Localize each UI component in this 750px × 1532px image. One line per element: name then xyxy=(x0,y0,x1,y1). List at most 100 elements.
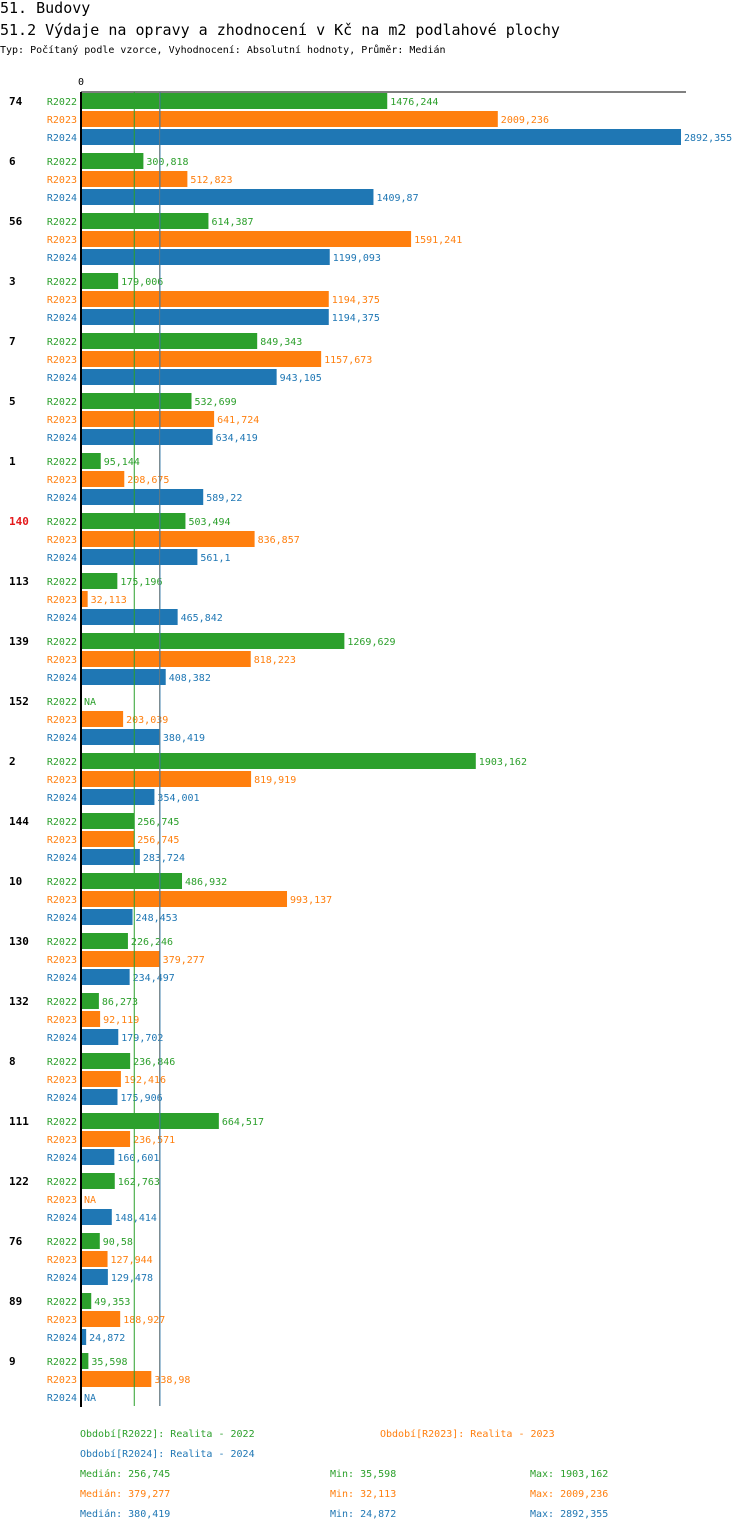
bar-value-label: 49,353 xyxy=(94,1297,130,1308)
series-label: R2024 xyxy=(47,1153,77,1164)
series-label: R2023 xyxy=(47,1015,77,1026)
bar xyxy=(81,351,322,367)
bar xyxy=(81,393,192,409)
bar xyxy=(81,1353,89,1369)
bar xyxy=(81,1371,152,1387)
bar-value-label: 208,675 xyxy=(127,475,169,486)
bar-value-label: 148,414 xyxy=(115,1213,157,1224)
category-label: 113 xyxy=(9,575,29,588)
legend-min-r2022: Min: 35,598 xyxy=(330,1469,397,1480)
bar-value-label: 226,246 xyxy=(131,937,173,948)
bar-value-label: 283,724 xyxy=(143,853,185,864)
category-label: 5 xyxy=(9,395,16,408)
bar-value-label: 1409,87 xyxy=(376,193,418,204)
series-label: R2022 xyxy=(47,397,77,408)
bar-value-label: 86,273 xyxy=(102,997,138,1008)
series-label: R2022 xyxy=(47,1177,77,1188)
bar xyxy=(81,249,330,265)
bar xyxy=(81,789,155,805)
bar-value-label: 129,478 xyxy=(111,1273,153,1284)
bar-value-label: 379,277 xyxy=(163,955,205,966)
bar xyxy=(81,1329,87,1345)
bar-value-label: 849,343 xyxy=(260,337,302,348)
legend-median-r2023: Medián: 379,277 xyxy=(80,1489,171,1500)
series-label: R2022 xyxy=(47,577,77,588)
category-label: 9 xyxy=(9,1355,16,1368)
bar-value-label: 179,006 xyxy=(121,277,163,288)
series-label: R2024 xyxy=(47,1333,77,1344)
bar xyxy=(81,1149,115,1165)
bar xyxy=(81,231,412,247)
bar-value-label: 175,196 xyxy=(120,577,162,588)
bar xyxy=(81,531,255,547)
category-label: 132 xyxy=(9,995,29,1008)
bar-value-label: 819,919 xyxy=(254,775,296,786)
bar-value-label: 192,416 xyxy=(124,1075,166,1086)
bar xyxy=(81,513,186,529)
series-label: R2023 xyxy=(47,1315,77,1326)
bar xyxy=(81,333,258,349)
bar-value-label: 1269,629 xyxy=(347,637,395,648)
series-label: R2022 xyxy=(47,817,77,828)
series-label: R2024 xyxy=(47,313,77,324)
series-label: R2023 xyxy=(47,895,77,906)
series-label: R2022 xyxy=(47,937,77,948)
category-label: 56 xyxy=(9,215,23,228)
bar-value-label: 614,387 xyxy=(211,217,253,228)
series-label: R2022 xyxy=(47,1117,77,1128)
category-label: 139 xyxy=(9,635,29,648)
bar-value-label: NA xyxy=(84,697,96,708)
bar-value-label: 236,846 xyxy=(133,1057,175,1068)
bar xyxy=(81,831,135,847)
series-label: R2024 xyxy=(47,493,77,504)
legend-entry-r2023: Období[R2023]: Realita - 2023 xyxy=(380,1429,555,1440)
bar-value-label: 188,927 xyxy=(123,1315,165,1326)
series-label: R2022 xyxy=(47,337,77,348)
bar xyxy=(81,909,133,925)
bar-value-label: 354,001 xyxy=(157,793,199,804)
bar xyxy=(81,729,160,745)
bar-value-label: 236,571 xyxy=(133,1135,175,1146)
series-label: R2022 xyxy=(47,1297,77,1308)
category-label: 140 xyxy=(9,515,29,528)
category-label: 1 xyxy=(9,455,16,468)
series-label: R2022 xyxy=(47,997,77,1008)
bar-value-label: 408,382 xyxy=(169,673,211,684)
series-label: R2022 xyxy=(47,697,77,708)
bar xyxy=(81,93,388,109)
legend-max-r2024: Max: 2892,355 xyxy=(530,1509,609,1520)
bar xyxy=(81,153,144,169)
series-label: R2024 xyxy=(47,733,77,744)
bar-value-label: 465,842 xyxy=(181,613,223,624)
series-label: R2023 xyxy=(47,175,77,186)
bar-value-label: 179,702 xyxy=(121,1033,163,1044)
legend-min-r2024: Min: 24,872 xyxy=(330,1509,397,1520)
bar-value-label: 24,872 xyxy=(89,1333,125,1344)
legend-median-r2024: Medián: 380,419 xyxy=(80,1509,171,1520)
bar-value-label: 503,494 xyxy=(188,517,230,528)
bar xyxy=(81,753,476,769)
bar xyxy=(81,669,166,685)
series-label: R2024 xyxy=(47,1393,77,1404)
bar xyxy=(81,429,213,445)
bar xyxy=(81,1293,92,1309)
bar-value-label: 127,944 xyxy=(111,1255,153,1266)
series-label: R2022 xyxy=(47,277,77,288)
bar xyxy=(81,633,345,649)
bar-value-label: 203,039 xyxy=(126,715,168,726)
bar-value-label: 2892,355 xyxy=(684,133,732,144)
bar xyxy=(81,1173,115,1189)
bar xyxy=(81,369,277,385)
bar xyxy=(81,411,215,427)
bar xyxy=(81,471,125,487)
bar xyxy=(81,771,252,787)
bar-value-label: 836,857 xyxy=(258,535,300,546)
series-label: R2023 xyxy=(47,1195,77,1206)
legend-min-r2023: Min: 32,113 xyxy=(330,1489,397,1500)
bar xyxy=(81,1233,100,1249)
bar xyxy=(81,1089,118,1105)
bar xyxy=(81,549,198,565)
bar-value-label: 1194,375 xyxy=(332,313,380,324)
series-label: R2024 xyxy=(47,553,77,564)
bar xyxy=(81,951,160,967)
